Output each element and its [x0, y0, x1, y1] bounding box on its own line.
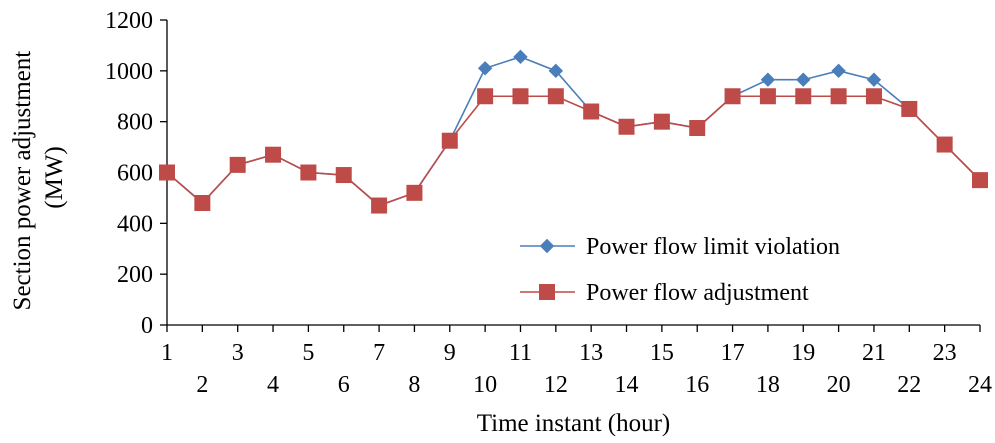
x-tick-label: 2	[196, 372, 208, 398]
y-tick-label: 1200	[105, 8, 153, 34]
data-point	[759, 88, 776, 105]
x-tick-label: 20	[827, 372, 851, 398]
data-point	[618, 118, 635, 135]
data-point	[796, 72, 811, 87]
x-tick-label: 24	[968, 372, 992, 398]
legend-label: Power flow adjustment	[586, 280, 809, 306]
axes	[166, 20, 980, 326]
data-point	[547, 88, 564, 105]
x-tick-label: 8	[408, 372, 420, 398]
y-tick-label: 600	[117, 161, 153, 187]
x-tick-label: 22	[897, 372, 921, 398]
data-point	[795, 88, 812, 105]
x-tick-label: 3	[232, 340, 244, 366]
data-point	[300, 164, 317, 181]
data-point	[194, 195, 211, 211]
x-tick-label: 4	[267, 372, 279, 398]
x-tick-label: 13	[579, 340, 603, 366]
data-point	[159, 164, 175, 181]
data-point	[689, 120, 706, 137]
y-axis-title: Section power adjustment (MW)	[9, 45, 68, 311]
y-axis-title-line-2: (MW)	[41, 146, 68, 208]
data-point	[229, 156, 246, 173]
data-point	[548, 63, 564, 79]
x-tick-label: 18	[756, 372, 780, 398]
x-tick-label: 6	[338, 372, 350, 398]
x-tick-label: 10	[473, 372, 497, 398]
x-tick-label: 12	[544, 372, 568, 398]
x-tick-label: 17	[721, 340, 745, 366]
data-point	[512, 88, 529, 105]
x-tick-label: 1	[161, 340, 173, 366]
data-point	[265, 146, 282, 163]
data-point	[972, 172, 988, 189]
data-point	[335, 167, 352, 184]
x-tick-label: 11	[509, 340, 532, 366]
series-layer	[159, 49, 988, 214]
data-point	[477, 61, 493, 76]
series-line	[166, 95, 981, 207]
y-tick-label: 0	[141, 313, 153, 339]
data-point	[760, 72, 776, 87]
series-0	[159, 49, 988, 213]
y-ticks: 0 200 400 600 800 1000 1200	[105, 8, 167, 339]
data-point	[441, 132, 458, 149]
data-point	[513, 49, 528, 65]
data-point	[406, 184, 423, 201]
data-point	[865, 88, 882, 105]
legend: Power flow limit violation Power flow adj…	[520, 234, 840, 306]
data-point	[653, 113, 670, 130]
data-point	[901, 100, 918, 117]
legend-marker	[539, 284, 555, 300]
x-axis-title: Time instant (hour)	[477, 410, 671, 437]
x-tick-label: 5	[302, 340, 314, 366]
y-tick-label: 400	[117, 211, 153, 237]
data-point	[866, 72, 882, 87]
y-tick-label: 1000	[105, 59, 153, 85]
legend-label: Power flow limit violation	[586, 234, 840, 260]
data-point	[477, 88, 494, 105]
data-point	[583, 103, 600, 120]
y-axis-title-line-1: Section power adjustment	[9, 51, 36, 311]
legend-marker	[539, 238, 555, 254]
data-point	[936, 136, 953, 153]
data-point	[830, 88, 847, 105]
x-tick-label: 19	[791, 340, 815, 366]
data-point	[724, 88, 741, 105]
legend-item-1: Power flow adjustment	[520, 280, 809, 306]
x-tick-label: 21	[862, 340, 886, 366]
legend-item-0: Power flow limit violation	[520, 234, 840, 260]
series-1	[159, 88, 988, 214]
x-tick-label: 14	[615, 372, 639, 398]
y-tick-label: 200	[117, 262, 153, 288]
x-tick-label: 15	[650, 340, 674, 366]
x-tick-label: 9	[444, 340, 456, 366]
data-point	[371, 197, 388, 214]
x-tick-label: 7	[373, 340, 385, 366]
x-tick-label: 16	[685, 372, 709, 398]
data-point	[831, 63, 846, 79]
x-tick-label: 23	[933, 340, 957, 366]
y-tick-label: 800	[117, 110, 153, 136]
series-line	[166, 56, 981, 207]
